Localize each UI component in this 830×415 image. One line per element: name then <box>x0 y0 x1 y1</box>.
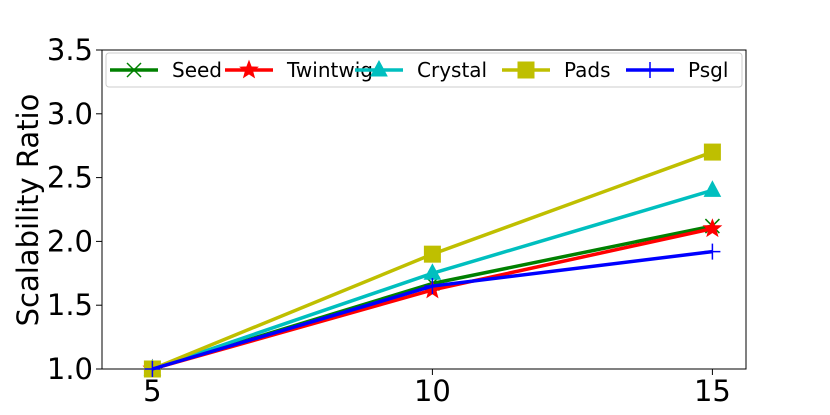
data-point-psgl <box>704 243 721 260</box>
legend: Seed Twintwig Crystal Pads Psgl <box>105 52 743 88</box>
data-point-psgl <box>144 361 161 377</box>
legend-marker-seed-stroke <box>126 62 142 78</box>
data-point-pads <box>423 245 441 263</box>
data-point-crystal <box>703 180 722 197</box>
legend-item-seed: Seed <box>110 58 222 82</box>
legend-marker-pads <box>517 61 535 79</box>
data-point-psgl <box>424 278 441 295</box>
plot-frame <box>101 49 747 370</box>
y-tick-label: 2.0 <box>47 224 93 258</box>
legend-box <box>105 52 743 88</box>
y-axis-label: Scalability Ratio <box>11 94 45 327</box>
y-tick-label: 2.5 <box>47 161 93 195</box>
plot-area: 1.0 1.5 2.0 2.5 3.0 3.5 5 10 15 <box>47 33 747 408</box>
legend-marker-crystal <box>370 59 388 77</box>
legend-label-seed: Seed <box>172 58 222 82</box>
x-tick-label: 15 <box>694 374 731 408</box>
series-seed <box>144 218 720 377</box>
legend-label-crystal: Crystal <box>417 58 487 82</box>
series-psgl <box>144 243 721 377</box>
y-tick-label: 3.5 <box>47 33 93 67</box>
data-point-twintwig <box>702 218 723 238</box>
y-tick-label: 1.5 <box>47 288 93 322</box>
legend-item-crystal: Crystal <box>355 58 487 82</box>
y-tick-label: 1.0 <box>47 352 93 386</box>
legend-marker-psgl <box>642 62 658 78</box>
legend-item-psgl: Psgl <box>626 58 728 82</box>
legend-label-psgl: Psgl <box>688 58 728 82</box>
legend-item-pads: Pads <box>502 58 611 82</box>
legend-label-pads: Pads <box>564 58 611 82</box>
legend-marker-seed <box>126 62 142 78</box>
data-point-pads <box>703 143 721 161</box>
x-tick-label: 10 <box>414 374 451 408</box>
y-tick-label: 3.0 <box>47 97 93 131</box>
x-tick-label: 5 <box>143 374 161 408</box>
legend-marker-twintwig <box>239 59 259 79</box>
